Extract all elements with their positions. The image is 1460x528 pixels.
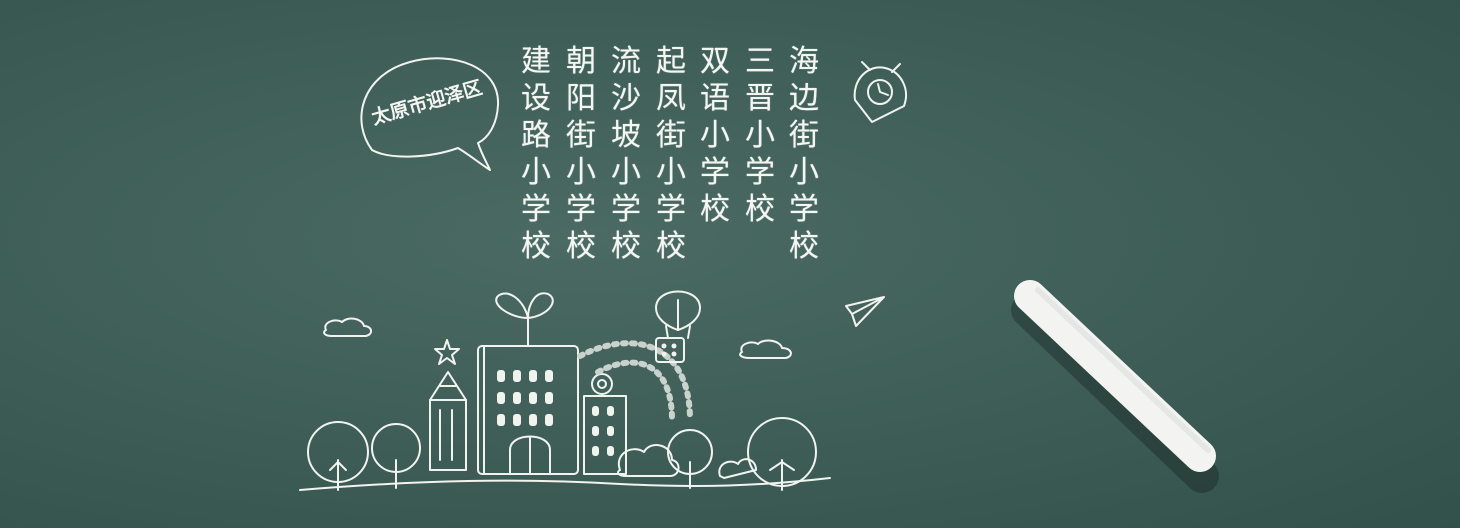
school-char: 凤 bbox=[656, 81, 686, 116]
school-char: 语 bbox=[700, 81, 730, 116]
chalk-stick-icon bbox=[1011, 280, 1219, 493]
school-char: 小 bbox=[656, 155, 686, 190]
school-char: 阳 bbox=[566, 81, 596, 116]
speech-bubble-icon bbox=[360, 57, 500, 171]
school-char: 学 bbox=[656, 192, 686, 227]
school-char: 学 bbox=[521, 192, 551, 227]
building-windows bbox=[497, 343, 677, 456]
school-name-column: 流沙坡小学校 bbox=[608, 43, 644, 265]
cloud-icon bbox=[323, 317, 372, 337]
bush-icon bbox=[617, 444, 680, 477]
school-char: 街 bbox=[656, 118, 686, 153]
school-char: 街 bbox=[566, 118, 596, 153]
sprout-icon bbox=[495, 292, 554, 347]
school-char: 小 bbox=[745, 118, 775, 153]
pencil-building-icon bbox=[429, 339, 467, 471]
school-name-column: 三晋小学校 bbox=[742, 43, 778, 228]
school-char: 双 bbox=[700, 44, 730, 79]
school-char: 校 bbox=[566, 229, 596, 264]
school-char: 朝 bbox=[566, 44, 596, 79]
school-char: 海 bbox=[789, 44, 819, 79]
school-name-column: 海边街小学校 bbox=[786, 43, 822, 265]
school-char: 校 bbox=[745, 192, 775, 227]
tree-icon bbox=[747, 417, 817, 491]
school-char: 建 bbox=[521, 44, 551, 79]
school-char: 校 bbox=[521, 229, 551, 264]
school-char: 学 bbox=[745, 155, 775, 190]
school-char: 坡 bbox=[611, 118, 641, 153]
school-building-icon bbox=[477, 345, 579, 475]
school-char: 校 bbox=[700, 192, 730, 227]
school-char: 小 bbox=[700, 118, 730, 153]
ground-line bbox=[299, 477, 831, 491]
school-char: 小 bbox=[789, 155, 819, 190]
school-name-column: 双语小学校 bbox=[697, 43, 733, 228]
tree-icon bbox=[307, 421, 369, 491]
school-char: 校 bbox=[789, 229, 819, 264]
school-char: 小 bbox=[521, 155, 551, 190]
school-char: 学 bbox=[611, 192, 641, 227]
school-char: 沙 bbox=[611, 81, 641, 116]
small-building-icon bbox=[583, 373, 627, 475]
school-char: 流 bbox=[611, 44, 641, 79]
tree-icon bbox=[371, 423, 421, 489]
school-char: 设 bbox=[521, 81, 551, 116]
school-char: 晋 bbox=[745, 81, 775, 116]
school-char: 街 bbox=[789, 118, 819, 153]
school-char: 校 bbox=[611, 229, 641, 264]
school-char: 路 bbox=[521, 118, 551, 153]
school-char: 三 bbox=[745, 44, 775, 79]
school-name-column: 朝阳街小学校 bbox=[563, 43, 599, 265]
school-char: 起 bbox=[656, 44, 686, 79]
school-char: 学 bbox=[789, 192, 819, 227]
school-char: 学 bbox=[566, 192, 596, 227]
school-char: 边 bbox=[789, 81, 819, 116]
paper-plane-icon bbox=[845, 296, 885, 327]
hot-air-balloon-icon bbox=[655, 290, 701, 363]
tree-icon bbox=[667, 429, 713, 489]
alarm-clock-icon bbox=[853, 61, 907, 123]
school-char: 小 bbox=[611, 155, 641, 190]
school-name-column: 起凤街小学校 bbox=[653, 43, 689, 265]
school-char: 学 bbox=[700, 155, 730, 190]
rainbow-icon bbox=[577, 340, 693, 423]
school-char: 校 bbox=[656, 229, 686, 264]
bush-icon bbox=[718, 458, 757, 479]
school-char: 小 bbox=[566, 155, 596, 190]
cloud-icon bbox=[739, 339, 792, 359]
school-name-column: 建设路小学校 bbox=[518, 43, 554, 265]
